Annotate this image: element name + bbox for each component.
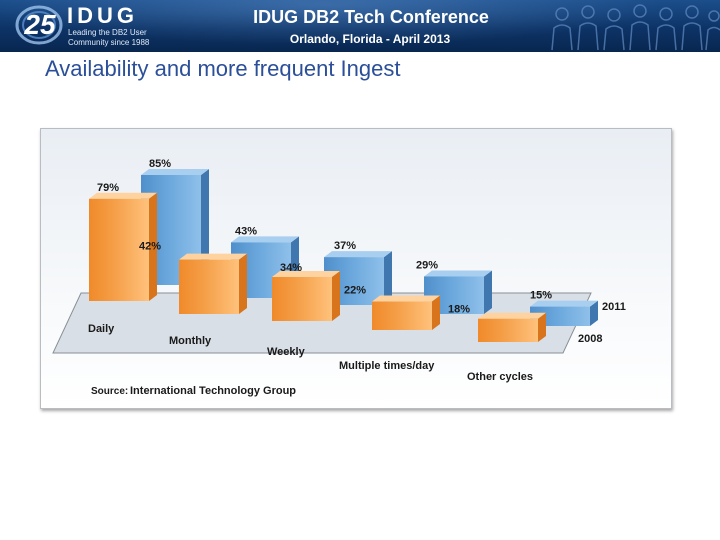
bar-2011-3-side [484,270,492,314]
value-label-2011-3: 29% [416,259,438,271]
header-banner: 25 IDUG Leading the DB2 User Community s… [0,0,720,52]
bar-2011-0-top [141,169,209,175]
bar-2011-2-side [384,251,392,305]
bar-2008-0-top [89,192,157,199]
value-label-2008-2: 34% [280,262,302,274]
page-title: Availability and more frequent Ingest [45,56,401,81]
logo-wordmark: IDUG [67,3,138,28]
chart-frame: 85% 43% 37% 29% 15% 79% 42% 34% 22% 18% Daily Month… [40,128,672,409]
category-label-3: Multiple times/day [339,360,435,372]
bar-2011-2-top [324,251,392,258]
value-label-2008-4: 18% [448,304,470,316]
category-label-1: Monthly [169,335,212,347]
bar-2008-4 [478,312,546,342]
bar-2008-0 [89,192,157,301]
bar-2008-2-top [272,271,340,277]
logo-anniversary-number: 25 [24,9,56,40]
category-label-0: Daily [88,323,115,335]
bar-2008-0-side [149,192,157,301]
bar-2008-0-front [89,198,149,301]
bar-2008-1-front [179,259,239,314]
value-label-2011-4: 15% [530,290,552,302]
category-label-4: Other cycles [467,371,533,383]
bar-2011-3 [424,270,492,314]
category-label-2: Weekly [267,346,306,358]
value-label-2008-1: 42% [139,241,161,253]
bar-2008-4-top [478,312,546,319]
bar-2008-4-side [538,312,546,342]
people-silhouettes-icon [551,4,720,51]
conference-title: IDUG DB2 Tech Conference [253,7,489,27]
series-label-2008: 2008 [578,333,602,345]
chart-source-name: International Technology Group [130,385,296,397]
bar-2008-3 [372,295,440,330]
value-label-2011-2: 37% [334,240,356,252]
logo-tagline: Leading the DB2 User Community since 198… [68,28,149,48]
value-label-2008-0: 79% [97,182,119,194]
bar-chart-3d: 85% 43% 37% 29% 15% 79% 42% 34% 22% 18% Daily Month… [52,158,626,397]
bar-2008-1-side [239,253,247,314]
bar-2008-3-top [372,295,440,302]
bar-2011-4-side [590,300,598,326]
bar-2011-3-top [424,270,492,277]
bar-2008-1 [179,253,247,314]
banner-glow [0,0,720,52]
bar-2008-2-side [332,271,340,321]
logo-tagline-line-2: Community since 1988 [68,38,150,47]
logo-swirl-icon [15,5,63,45]
series-label-2011: 2011 [602,301,626,313]
value-label-2008-3: 22% [344,285,366,297]
value-label-2011-1: 43% [235,225,257,237]
bar-2011-4-top [530,300,598,307]
logo-tagline-line-1: Leading the DB2 User [68,28,147,37]
bar-2011-1-top [231,236,299,243]
bar-2008-3-side [432,295,440,330]
bar-2008-1-top [179,253,247,260]
chart-source-prefix: Source: [91,386,128,397]
bar-2008-2-front [272,277,332,321]
bar-2008-4-front [478,318,538,342]
bar-2008-2 [272,271,340,321]
bar-2008-3-front [372,301,432,330]
conference-subtitle: Orlando, Florida - April 2013 [289,32,451,46]
value-label-2011-0: 85% [149,158,171,170]
